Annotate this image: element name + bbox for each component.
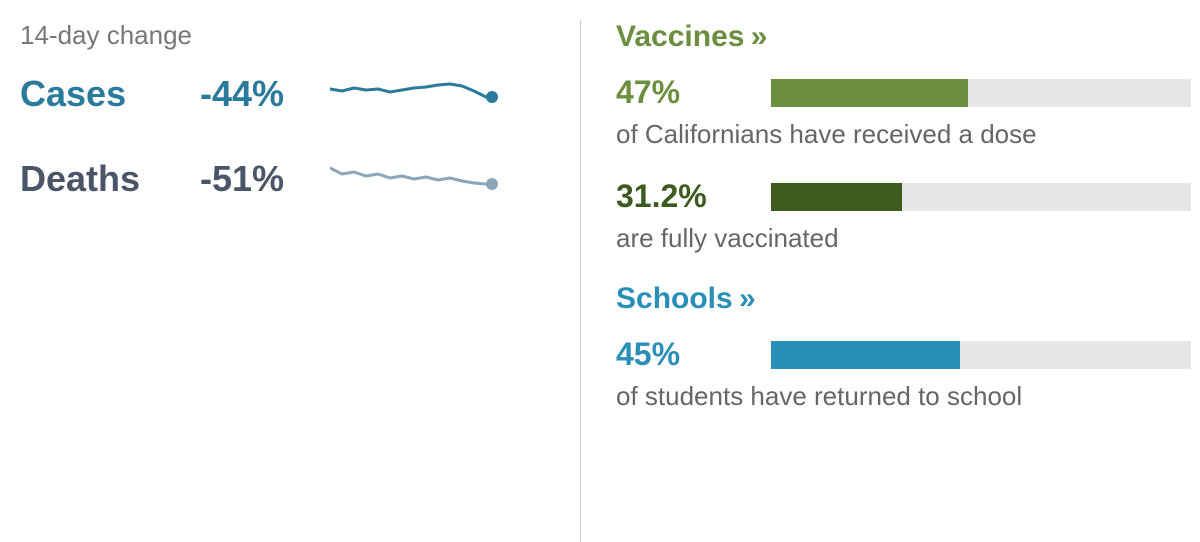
progress-bar-fill: [771, 183, 902, 211]
stat-row: 31.2%: [616, 178, 1200, 215]
stat-value: 47%: [616, 74, 771, 111]
stat-value: 45%: [616, 336, 771, 373]
sparkline: [330, 154, 500, 204]
section-title-text: Vaccines: [616, 20, 744, 53]
stat-row: 47%: [616, 74, 1200, 111]
stat-row: 45%: [616, 336, 1200, 373]
left-panel: 14-day change Cases-44% Deaths-51%: [20, 20, 580, 542]
chevron-right-icon: »: [748, 20, 761, 53]
progress-bar-track: [771, 79, 1191, 107]
progress-bar-track: [771, 183, 1191, 211]
stat-value: 31.2%: [616, 178, 771, 215]
trend-rows: Cases-44% Deaths-51%: [20, 69, 560, 204]
progress-bar-fill: [771, 79, 968, 107]
trend-label: Deaths: [20, 158, 200, 200]
chevron-right-icon: »: [737, 282, 750, 315]
sparkline: [330, 69, 500, 119]
section-title-text: Schools: [616, 282, 733, 315]
progress-bar-fill: [771, 341, 960, 369]
trend-label: Cases: [20, 73, 200, 115]
stat-caption: are fully vaccinated: [616, 223, 1200, 254]
trend-row-cases: Cases-44%: [20, 69, 560, 119]
section-title-schools[interactable]: Schools »: [616, 282, 1200, 316]
right-panel: Vaccines » 47% of Californians have receiv…: [580, 20, 1200, 542]
stat-caption: of students have returned to school: [616, 381, 1200, 412]
trend-row-deaths: Deaths-51%: [20, 154, 560, 204]
stat-caption: of Californians have received a dose: [616, 119, 1200, 150]
trend-value: -44%: [200, 73, 330, 115]
trend-value: -51%: [200, 158, 330, 200]
section-title-vaccines[interactable]: Vaccines »: [616, 20, 1200, 54]
progress-bar-track: [771, 341, 1191, 369]
change-period-label: 14-day change: [20, 20, 560, 51]
